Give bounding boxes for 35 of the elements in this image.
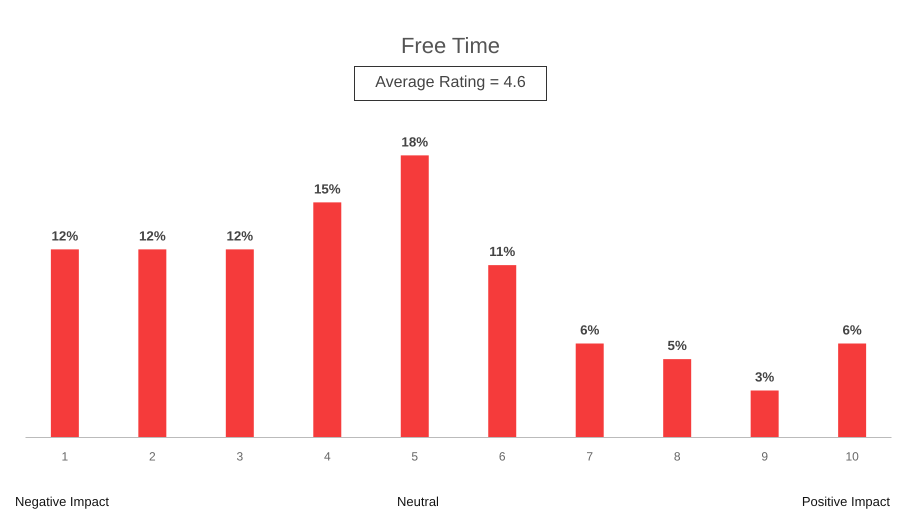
x-tick-label: 9	[761, 450, 768, 464]
bar	[138, 249, 166, 438]
x-tick-label: 4	[324, 450, 331, 464]
bar	[838, 343, 866, 438]
x-tick-label: 6	[498, 450, 506, 464]
data-label: 5%	[668, 338, 687, 354]
x-tick-label: 3	[236, 450, 244, 464]
bar	[226, 249, 254, 438]
bar	[488, 265, 516, 438]
x-tick-label: 8	[674, 450, 681, 464]
data-label: 12%	[139, 228, 166, 244]
data-label: 12%	[226, 228, 254, 244]
bar	[400, 155, 429, 438]
bar	[750, 390, 779, 438]
text: Positive Impact	[802, 493, 890, 511]
text: Negative Impact	[15, 493, 109, 511]
data-label: 18%	[401, 134, 428, 150]
text: Neutral	[397, 493, 439, 511]
text: Average Rating = 4.6	[354, 66, 547, 101]
data-label: 6%	[842, 322, 862, 338]
bar	[50, 249, 79, 438]
bar	[576, 343, 604, 438]
x-tick-label: 2	[149, 450, 156, 464]
data-label: 12%	[52, 228, 78, 244]
data-label: 3%	[755, 369, 774, 384]
data-label: 11%	[489, 244, 516, 260]
chart-title: Free Time	[400, 32, 502, 58]
data-label: 6%	[580, 322, 600, 338]
x-tick-label: 1	[62, 450, 69, 464]
data-label: 15%	[314, 181, 341, 196]
bar	[663, 359, 692, 438]
bar	[313, 202, 342, 438]
x-tick-label: 10	[845, 450, 860, 464]
x-tick-label: 5	[411, 450, 418, 464]
x-tick-label: 7	[586, 450, 594, 464]
